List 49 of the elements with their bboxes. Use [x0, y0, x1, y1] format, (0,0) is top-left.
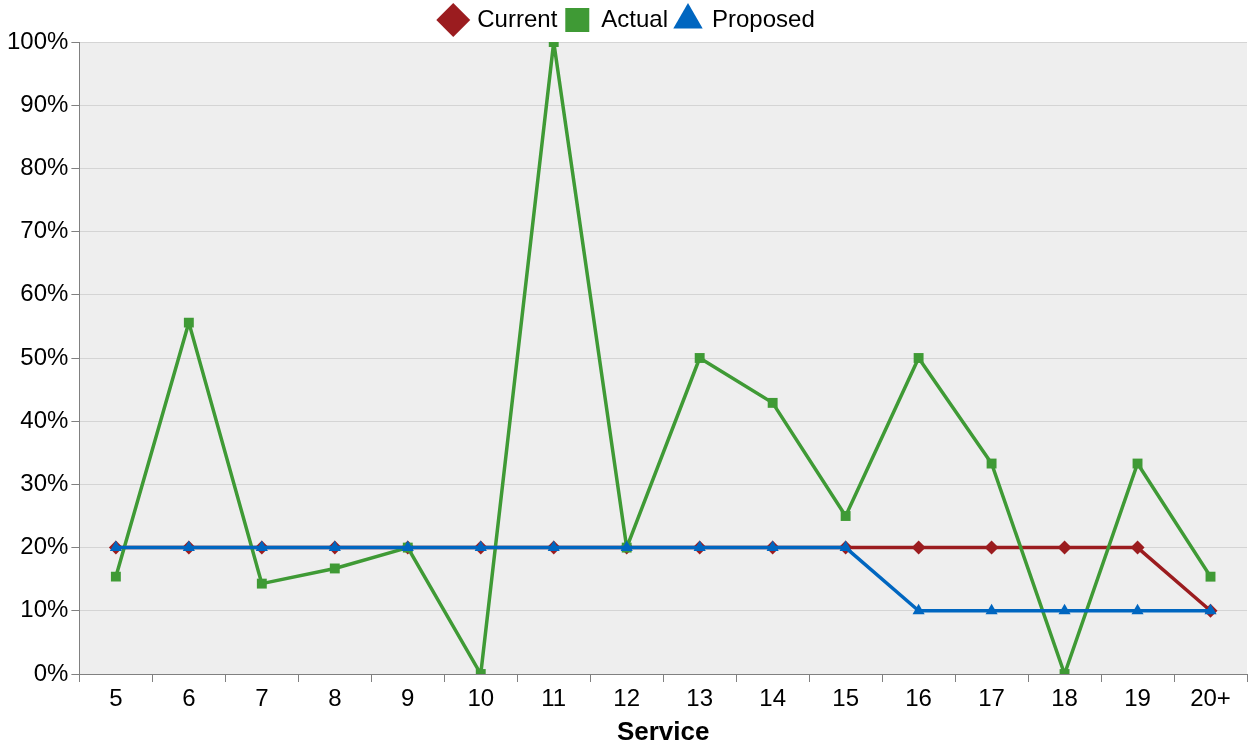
legend-label: Proposed — [712, 4, 815, 32]
point — [1058, 603, 1071, 615]
point — [767, 397, 778, 408]
x-tick-label: 17 — [978, 684, 1005, 712]
point — [840, 511, 851, 521]
legend-label: Actual — [601, 4, 668, 32]
y-tick-label: 20% — [20, 532, 69, 560]
x-tick-label: 16 — [905, 684, 932, 712]
y-tick-label: 100% — [6, 26, 69, 54]
y-tick-label: 50% — [20, 342, 69, 370]
point — [911, 540, 926, 555]
point — [329, 563, 340, 574]
y-tick-label: 10% — [20, 595, 69, 623]
point — [913, 353, 924, 363]
point — [984, 540, 999, 555]
x-tick-label: 19 — [1124, 684, 1151, 712]
x-tick-label: 10 — [467, 684, 495, 712]
x-tick-label: 18 — [1051, 684, 1078, 712]
point — [985, 603, 998, 615]
x-tick-label: 12 — [613, 684, 641, 712]
y-tick-label: 70% — [20, 216, 69, 244]
y-tick-label: 90% — [20, 89, 69, 117]
point — [110, 571, 121, 582]
y-tick-label: 60% — [20, 279, 69, 307]
y-tick-label: 80% — [20, 153, 69, 181]
point — [183, 317, 194, 328]
point — [912, 603, 925, 615]
x-tick-label: 5 — [109, 684, 123, 712]
point — [1130, 540, 1145, 555]
point — [1057, 540, 1072, 555]
point — [256, 578, 267, 589]
point — [1131, 603, 1144, 615]
y-tick-label: 0% — [33, 658, 69, 686]
point — [986, 458, 997, 469]
x-axis-title: Service — [616, 715, 710, 746]
point — [1205, 571, 1216, 582]
x-tick-label: 8 — [328, 684, 342, 712]
x-tick-label: 9 — [401, 684, 415, 712]
y-tick-label: 30% — [20, 469, 69, 497]
point — [694, 353, 705, 363]
legend-label: Current — [477, 4, 558, 32]
x-tick-label: 7 — [255, 684, 269, 712]
x-tick-label: 11 — [541, 684, 567, 712]
x-tick-label: 15 — [832, 684, 859, 712]
x-tick-label: 6 — [182, 684, 196, 712]
x-tick-label: 20+ — [1190, 684, 1231, 712]
x-tick-label: 13 — [686, 684, 714, 712]
x-tick-label: 14 — [759, 684, 787, 712]
y-tick-label: 40% — [20, 405, 69, 433]
